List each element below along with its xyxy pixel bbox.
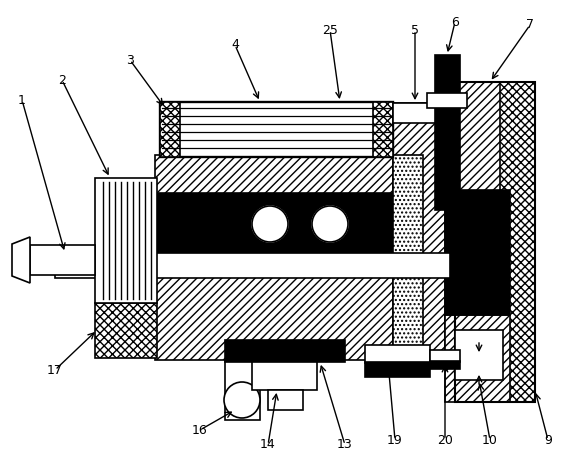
Bar [373, 102, 393, 157]
Circle shape [312, 206, 348, 242]
Bar [155, 155, 395, 360]
Bar [252, 362, 317, 390]
Bar [430, 350, 460, 362]
Bar [95, 178, 157, 303]
Bar [393, 103, 445, 360]
Bar [427, 93, 467, 108]
Bar [365, 345, 430, 363]
Text: 5: 5 [411, 23, 419, 37]
Bar [225, 360, 260, 420]
Text: 9: 9 [544, 434, 552, 447]
Bar [500, 82, 535, 402]
Text: 4: 4 [231, 38, 239, 51]
Text: 16: 16 [192, 424, 208, 436]
Bar [455, 330, 503, 380]
Bar [393, 155, 423, 360]
Polygon shape [12, 237, 30, 283]
Bar [455, 82, 530, 402]
Text: 13: 13 [337, 438, 353, 452]
Text: 10: 10 [482, 434, 498, 447]
Text: 2: 2 [58, 73, 66, 87]
Circle shape [252, 206, 288, 242]
Bar [365, 362, 430, 377]
Text: 3: 3 [126, 54, 134, 66]
Text: 17: 17 [47, 364, 63, 376]
Bar [95, 303, 157, 358]
Bar [430, 361, 460, 369]
Bar [455, 82, 535, 402]
Text: 1: 1 [18, 93, 26, 107]
Text: 20: 20 [437, 434, 453, 447]
Bar [225, 340, 345, 362]
Bar [160, 102, 180, 157]
Bar [393, 103, 445, 123]
Text: 25: 25 [322, 23, 338, 37]
Bar [155, 193, 395, 255]
Text: 19: 19 [387, 434, 403, 447]
Bar [30, 245, 95, 275]
Bar [55, 253, 450, 278]
Text: 6: 6 [451, 16, 459, 28]
Bar [435, 55, 460, 210]
Bar [445, 315, 510, 402]
Circle shape [224, 382, 260, 418]
Bar [160, 102, 393, 157]
Text: 7: 7 [526, 18, 534, 32]
Bar [445, 190, 510, 315]
Bar [268, 390, 303, 410]
Text: 14: 14 [260, 438, 276, 452]
